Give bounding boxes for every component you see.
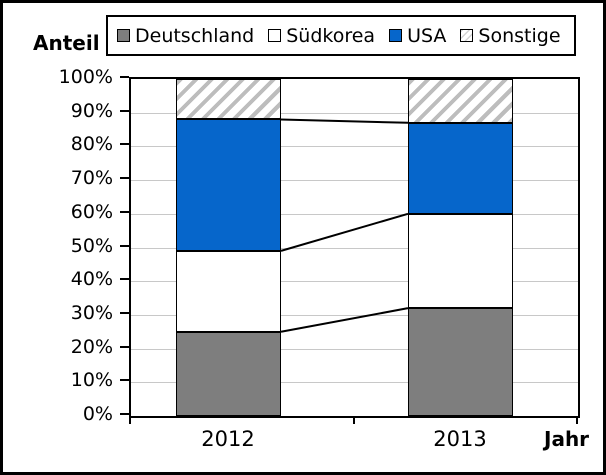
y-axis-tick: [120, 76, 129, 78]
legend-item-suedkorea: Südkorea: [268, 25, 375, 47]
y-axis-tick: [120, 210, 129, 213]
x-axis-tick: [129, 416, 131, 424]
bar-segment-südkorea-2012: [176, 250, 281, 332]
bar-segment-deutschland-2013: [408, 308, 513, 416]
bar-2013: [408, 79, 513, 416]
y-tick-label: 20%: [70, 335, 113, 358]
legend-marker-deutschland-icon: [117, 29, 130, 42]
y-axis-tick: [120, 345, 129, 348]
y-tick-label: 90%: [70, 99, 113, 122]
legend-label-usa: USA: [407, 24, 447, 47]
y-tick-label: 30%: [70, 301, 113, 324]
y-axis-tick: [120, 379, 129, 382]
legend-item-sonstige: Sonstige: [460, 24, 561, 47]
bar-segment-usa-2013: [408, 122, 513, 214]
y-tick-label: 80%: [70, 133, 113, 156]
gridline: [131, 382, 578, 384]
legend-label-suedkorea: Südkorea: [286, 24, 376, 47]
gridline: [131, 180, 578, 182]
y-axis-tick: [120, 177, 129, 180]
gridline: [131, 281, 578, 283]
legend-item-usa: USA: [389, 25, 446, 47]
plot-area: [129, 77, 580, 418]
y-tick-label: 40%: [70, 268, 113, 291]
gridline: [131, 112, 578, 114]
bar-segment-sonstige-2012: [176, 79, 281, 120]
legend-marker-sonstige-icon: [460, 29, 474, 42]
legend: Deutschland Südkorea USA Sonstige: [106, 15, 576, 56]
y-axis-tick: [120, 244, 129, 247]
y-axis-title: Anteil: [33, 31, 100, 55]
y-axis-tick: [120, 143, 129, 146]
legend-label-deutschland: Deutschland: [135, 24, 255, 47]
y-axis-tick: [120, 109, 129, 112]
y-tick-label: 0%: [82, 403, 113, 425]
gridline: [131, 146, 578, 148]
bar-segment-deutschland-2012: [176, 331, 281, 416]
y-axis-tick: [120, 278, 129, 281]
gridline: [131, 348, 578, 350]
bar-segment-südkorea-2013: [408, 213, 513, 309]
y-tick-label: 10%: [70, 369, 113, 392]
x-label-2012: 2012: [201, 427, 255, 451]
legend-marker-suedkorea-icon: [268, 29, 282, 42]
y-tick-label: 60%: [70, 200, 113, 223]
y-axis-tick: [120, 413, 129, 415]
x-axis-title: Jahr: [544, 427, 590, 451]
y-tick-label: 70%: [70, 167, 113, 190]
bar-2012: [176, 79, 281, 416]
legend-marker-usa-icon: [389, 29, 403, 42]
legend-item-deutschland: Deutschland: [117, 25, 254, 47]
legend-label-sonstige: Sonstige: [478, 24, 561, 47]
y-axis-tick: [120, 311, 129, 314]
bar-segment-sonstige-2013: [408, 79, 513, 123]
bar-segment-usa-2012: [176, 119, 281, 251]
x-axis-tick: [576, 416, 578, 424]
x-label-2013: 2013: [433, 427, 487, 451]
x-axis-tick: [352, 416, 355, 424]
y-tick-label: 50%: [70, 234, 113, 257]
y-tick-label: 100%: [58, 66, 113, 88]
